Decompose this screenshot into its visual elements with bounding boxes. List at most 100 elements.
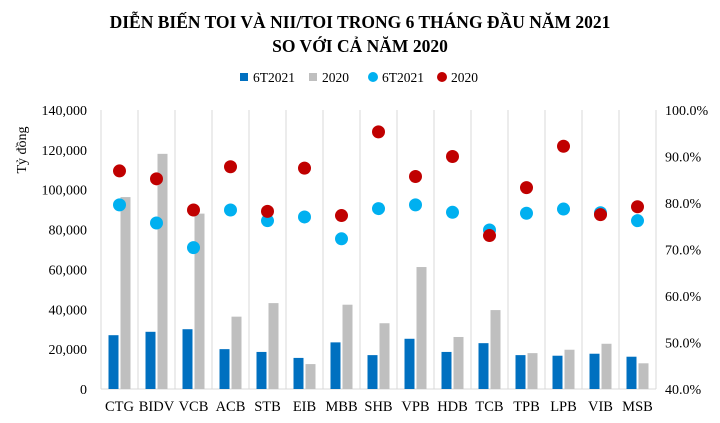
bar-6t2021 — [367, 355, 378, 389]
legend-marker — [437, 72, 447, 82]
x-tick-label: VCB — [179, 399, 209, 415]
chart-title-line-2: SO VỚI CẢ NĂM 2020 — [272, 36, 448, 56]
bar-6t2021 — [182, 329, 193, 389]
y-tick-label: 80,000 — [49, 224, 88, 239]
point-6t2021-ratio — [150, 216, 163, 230]
x-tick-label: MSB — [622, 399, 653, 415]
x-tick-label: HDB — [437, 399, 468, 415]
bar-2020 — [601, 343, 612, 389]
point-6t2021-ratio — [372, 202, 385, 216]
point-6t2021-ratio — [520, 206, 533, 220]
bar-2020 — [157, 153, 168, 389]
point-2020-ratio — [187, 203, 200, 217]
legend-marker — [309, 73, 317, 81]
legend-label: 6T2021 — [382, 70, 424, 85]
point-2020-ratio — [113, 164, 126, 178]
point-6t2021-ratio — [298, 210, 311, 224]
y2-tick-label: 60.0% — [665, 290, 702, 305]
point-6t2021-ratio — [261, 214, 274, 228]
legend-label: 2020 — [322, 70, 349, 85]
x-tick-label: CTG — [105, 399, 135, 415]
point-2020-ratio — [631, 200, 644, 214]
bar-6t2021 — [626, 356, 637, 389]
point-6t2021-ratio — [409, 198, 422, 212]
x-tick-label: EIB — [293, 399, 316, 415]
bar-6t2021 — [515, 355, 526, 389]
x-tick-label: ACB — [216, 399, 246, 415]
bar-2020 — [231, 316, 242, 389]
legend-marker — [368, 72, 378, 82]
y2-tick-label: 100.0% — [665, 104, 709, 119]
y-tick-label: 120,000 — [42, 144, 88, 159]
point-2020-ratio — [224, 160, 237, 174]
bar-2020 — [342, 304, 353, 389]
x-tick-label: VPB — [401, 399, 429, 415]
point-2020-ratio — [520, 181, 533, 195]
legend-label: 2020 — [451, 70, 478, 85]
y2-tick-label: 70.0% — [665, 244, 702, 259]
bar-2020 — [416, 267, 427, 389]
chart-title-line-1: DIỄN BIẾN TOI VÀ NII/TOI TRONG 6 THÁNG Đ… — [109, 12, 611, 32]
point-6t2021-ratio — [113, 198, 126, 212]
x-tick-label: LPB — [550, 399, 577, 415]
bar-2020 — [379, 323, 390, 389]
y-tick-label: 100,000 — [42, 184, 88, 199]
bar-2020 — [527, 353, 538, 389]
point-6t2021-ratio — [446, 205, 459, 219]
y-tick-label: 60,000 — [49, 263, 88, 278]
bar-2020 — [564, 349, 575, 389]
point-2020-ratio — [446, 150, 459, 163]
bar-6t2021 — [108, 335, 119, 389]
bar-6t2021 — [145, 331, 156, 389]
point-2020-ratio — [150, 172, 163, 186]
point-6t2021-ratio — [557, 202, 570, 216]
bar-6t2021 — [330, 342, 341, 389]
bar-2020 — [194, 213, 205, 389]
bar-6t2021 — [219, 349, 230, 389]
point-2020-ratio — [483, 229, 496, 243]
point-6t2021-ratio — [187, 241, 200, 255]
y-tick-label: 40,000 — [49, 303, 88, 318]
point-2020-ratio — [557, 139, 570, 153]
point-2020-ratio — [372, 125, 385, 139]
x-tick-label: VIB — [588, 399, 613, 415]
bar-2020 — [268, 303, 279, 389]
point-2020-ratio — [335, 209, 348, 223]
bar-6t2021 — [293, 357, 304, 389]
point-6t2021-ratio — [335, 232, 348, 246]
bar-2020 — [638, 363, 649, 389]
x-tick-label: TPB — [513, 399, 540, 415]
bar-2020 — [305, 364, 316, 389]
x-tick-label: BIDV — [139, 399, 175, 415]
y2-tick-label: 90.0% — [665, 151, 702, 166]
x-tick-label: TCB — [475, 399, 503, 415]
bar-6t2021 — [256, 351, 267, 389]
bar-6t2021 — [552, 355, 563, 389]
point-2020-ratio — [298, 161, 311, 175]
y-tick-label: 140,000 — [42, 104, 88, 119]
bar-6t2021 — [589, 353, 600, 389]
x-tick-label: SHB — [364, 399, 392, 415]
point-6t2021-ratio — [224, 203, 237, 217]
legend-marker — [240, 73, 248, 81]
point-2020-ratio — [594, 208, 607, 222]
point-2020-ratio — [261, 204, 274, 218]
bar-6t2021 — [441, 351, 452, 389]
bar-6t2021 — [404, 338, 415, 389]
bar-6t2021 — [478, 343, 489, 389]
bar-2020 — [120, 197, 131, 389]
y-tick-label: 0 — [80, 383, 87, 398]
y-axis-label: Tỷ đồng — [15, 126, 30, 173]
point-6t2021-ratio — [631, 214, 644, 228]
chart-title: DIỄN BIẾN TOI VÀ NII/TOI TRONG 6 THÁNG Đ… — [0, 10, 720, 58]
point-2020-ratio — [409, 169, 422, 183]
y2-tick-label: 80.0% — [665, 197, 702, 212]
y-tick-label: 20,000 — [49, 343, 88, 358]
y2-tick-label: 40.0% — [665, 383, 702, 398]
bar-2020 — [490, 310, 501, 389]
bar-2020 — [453, 336, 464, 389]
x-tick-label: MBB — [325, 399, 357, 415]
x-tick-label: STB — [254, 399, 281, 415]
